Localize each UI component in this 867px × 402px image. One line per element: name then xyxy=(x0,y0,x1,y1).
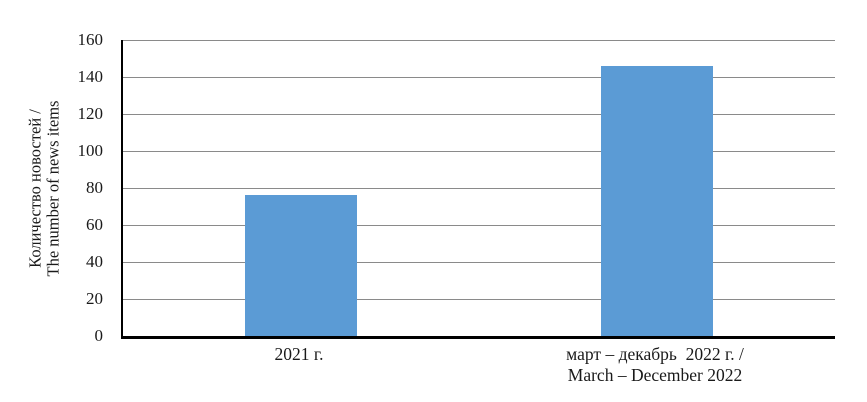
gridline xyxy=(123,39,835,41)
plot-area xyxy=(121,39,835,339)
x-tick-label: 2021 г. xyxy=(275,344,324,365)
gridline xyxy=(123,76,835,78)
gridline xyxy=(123,224,835,226)
y-tick-label: 40 xyxy=(86,252,103,271)
x-tick-label-line: 2021 г. xyxy=(274,344,324,364)
y-tick-label: 120 xyxy=(77,104,104,123)
gridline xyxy=(123,298,835,300)
gridline xyxy=(123,113,835,115)
y-tick-label: 20 xyxy=(86,289,103,308)
bar xyxy=(601,65,713,336)
y-tick-label: 60 xyxy=(86,215,103,234)
y-tick-label: 100 xyxy=(77,141,104,160)
x-tick-label-line: March – December 2022 xyxy=(567,365,743,385)
x-tick-label: март – декабрь 2022 г. / March – December… xyxy=(566,344,744,386)
gridline xyxy=(123,150,835,152)
x-tick-label-line: март – декабрь 2022 г. / xyxy=(566,344,744,364)
gridline xyxy=(123,187,835,189)
y-tick-label: 140 xyxy=(77,67,104,86)
y-tick-label: 160 xyxy=(77,30,104,49)
gridline xyxy=(123,261,835,263)
bar xyxy=(245,195,357,336)
y-tick-label: 80 xyxy=(86,178,103,197)
y-tick-label: 0 xyxy=(94,326,104,345)
